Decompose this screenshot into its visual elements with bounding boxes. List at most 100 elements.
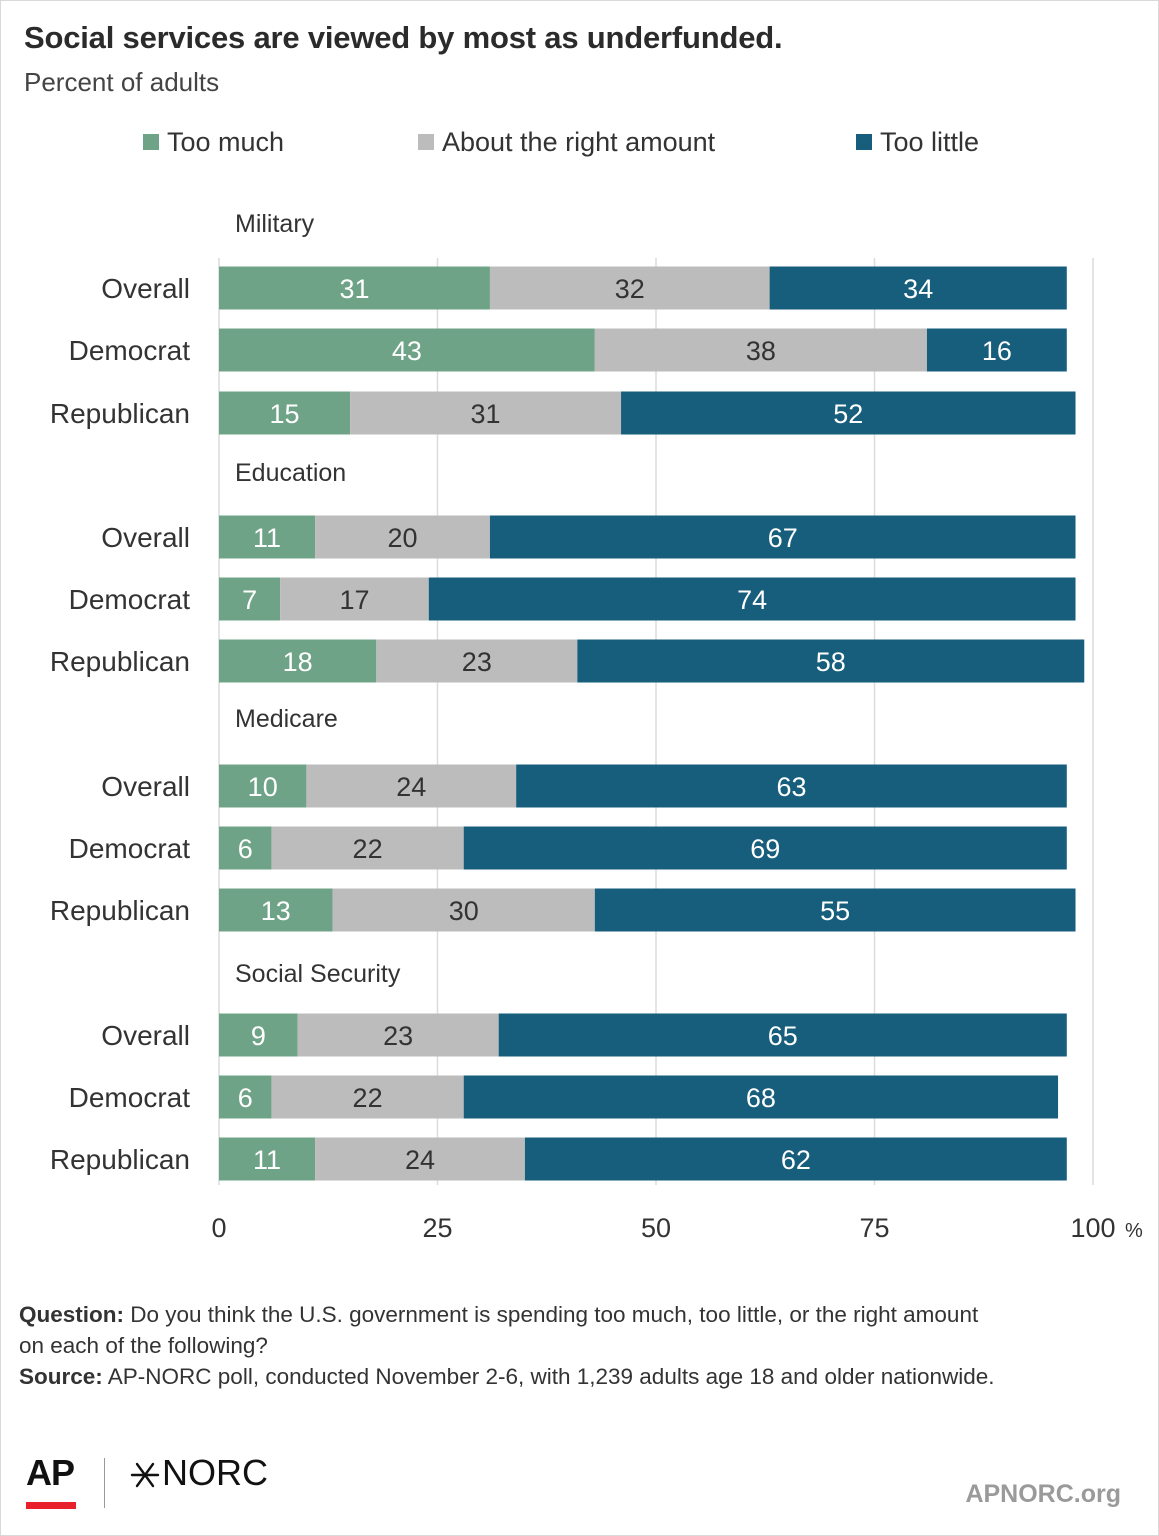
bar-value-label: 43 [392,336,422,366]
chart-title: Social services are viewed by most as un… [24,20,783,55]
bar-too-little [516,764,1067,808]
row-label: Republican [50,895,190,926]
bar-value-label: 65 [768,1021,798,1051]
bar-value-label: 55 [820,896,850,926]
bar-value-label: 52 [833,399,863,429]
bar-value-label: 31 [339,274,369,304]
bar-about-right [376,639,578,683]
bar-value-label: 6 [238,834,253,864]
site-url: APNORC.org [965,1480,1121,1508]
bar-value-label: 15 [270,399,300,429]
bar-too-much [219,266,490,310]
row-label: Republican [50,398,190,429]
bar-value-label: 34 [903,274,933,304]
bar-about-right [315,515,490,559]
bar-value-label: 62 [781,1145,811,1175]
bar-value-label: 17 [339,585,369,615]
bar-too-little [926,328,1067,372]
row-label: Overall [101,273,190,304]
legend-label-about-right: About the right amount [442,127,716,157]
x-tick-label: 25 [422,1213,452,1243]
bar-about-right [271,1075,464,1119]
bar-value-label: 7 [242,585,257,615]
bar-value-label: 9 [251,1021,266,1051]
bar-value-label: 58 [816,647,846,677]
group-title: Social Security [235,960,401,988]
bar-too-little [577,639,1085,683]
bar-too-much [219,1013,298,1057]
bar-value-label: 69 [750,834,780,864]
bar-about-right [332,888,595,932]
bar-too-much [219,888,333,932]
bar-value-label: 31 [471,399,501,429]
bar-too-much [219,328,595,372]
bar-value-label: 22 [353,1083,383,1113]
x-tick-label: 50 [641,1213,671,1243]
row-label: Democrat [69,584,191,615]
bar-value-label: 68 [746,1083,776,1113]
bar-value-label: 18 [283,647,313,677]
bar-about-right [350,391,622,435]
logo-divider [104,1458,105,1508]
bar-value-label: 38 [746,336,776,366]
bar-too-little [463,1075,1059,1119]
source-text: AP-NORC poll, conducted November 2-6, wi… [102,1364,995,1389]
norc-logo-text: NORC [162,1452,268,1493]
bar-value-label: 23 [462,647,492,677]
row-label: Overall [101,771,190,802]
bar-too-little [428,577,1076,621]
group-title: Education [235,459,346,487]
bar-too-much [219,826,272,870]
x-tick-label: 75 [859,1213,889,1243]
norc-logo: NORC [130,1452,268,1494]
norc-star-icon [130,1463,160,1488]
ap-logo: AP [26,1452,75,1493]
bar-too-little [594,888,1076,932]
bar-too-much [219,577,281,621]
bar-about-right [297,1013,499,1057]
legend-swatch-too-little [856,134,872,150]
bar-value-label: 22 [353,834,383,864]
bar-too-little [621,391,1076,435]
bar-value-label: 74 [737,585,767,615]
bar-about-right [306,764,517,808]
bar-too-much [219,391,351,435]
chart-subtitle: Percent of adults [24,67,220,97]
bar-too-little [489,515,1076,559]
bar-value-label: 30 [449,896,479,926]
x-tick-label: 0 [211,1213,226,1243]
bar-too-little [524,1137,1067,1181]
bar-value-label: 6 [238,1083,253,1113]
source-note: Source: AP-NORC poll, conducted November… [19,1361,995,1392]
bar-about-right [315,1137,525,1181]
group-title: Medicare [235,705,338,733]
bar-value-label: 23 [383,1021,413,1051]
bar-value-label: 63 [776,772,806,802]
bar-about-right [280,577,429,621]
bar-too-much [219,764,307,808]
bar-too-much [219,639,377,683]
group-title: Military [235,210,315,238]
row-label: Republican [50,1144,190,1175]
legend-swatch-too-much [143,134,159,150]
row-label: Overall [101,1020,190,1051]
legend-label-too-little: Too little [880,127,979,157]
bar-too-much [219,515,316,559]
bar-about-right [489,266,770,310]
bar-value-label: 20 [388,523,418,553]
legend-label-too-much: Too much [167,127,284,157]
bar-value-label: 11 [253,523,281,553]
bar-value-label: 16 [982,336,1012,366]
legend-swatch-about-right [418,134,434,150]
bar-value-label: 10 [248,772,278,802]
question-text: Do you think the U.S. government is spen… [124,1302,979,1327]
row-label: Democrat [69,335,191,366]
stacked-bar-chart: Too much About the right amount Too little… [50,127,1143,1243]
row-label: Democrat [69,1082,191,1113]
bar-value-label: 24 [405,1145,435,1175]
bar-value-label: 32 [615,274,645,304]
row-label: Democrat [69,833,191,864]
ap-logo-underline [26,1502,76,1509]
question-note-line2: on each of the following? [19,1333,268,1358]
x-axis-unit: % [1125,1220,1143,1242]
